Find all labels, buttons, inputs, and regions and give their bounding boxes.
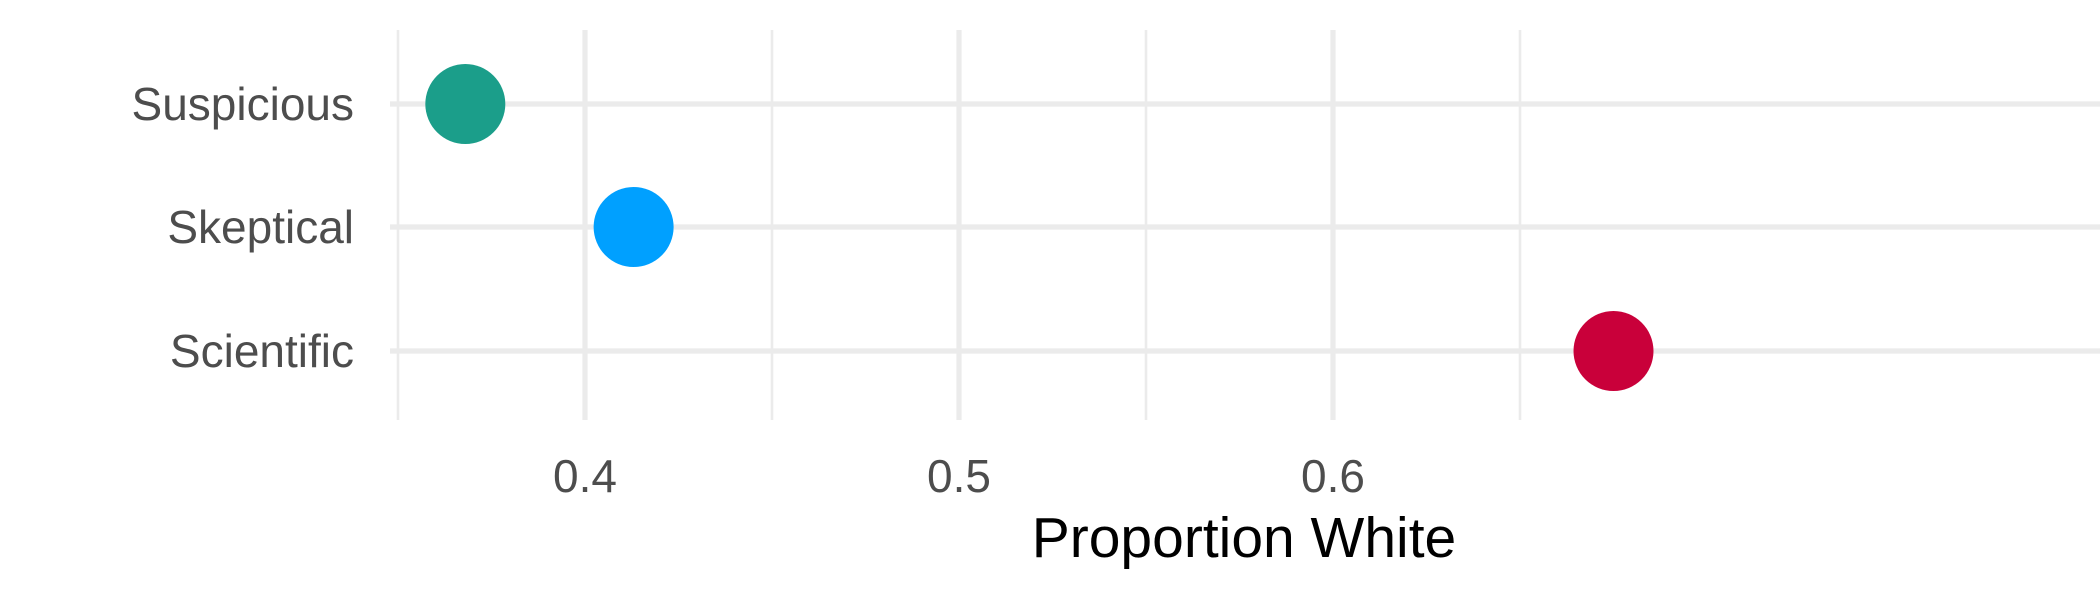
point-layer xyxy=(425,64,1654,391)
grid-layer xyxy=(390,30,2100,420)
x-axis-title: Proportion White xyxy=(1032,506,1457,570)
y-tick-label-0: Suspicious xyxy=(132,78,354,130)
point-suspicious xyxy=(425,64,506,144)
point-skeptical xyxy=(593,187,674,267)
point-scientific xyxy=(1573,311,1654,391)
y-tick-label-1: Skeptical xyxy=(167,201,354,253)
x-tick-label-1: 0.5 xyxy=(927,450,991,502)
x-tick-label-2: 0.6 xyxy=(1301,450,1365,502)
label-layer: Suspicious Skeptical Scientific 0.4 0.5 0.6 xyxy=(132,78,1365,502)
y-tick-label-2: Scientific xyxy=(170,325,354,377)
x-tick-label-0: 0.4 xyxy=(553,450,617,502)
